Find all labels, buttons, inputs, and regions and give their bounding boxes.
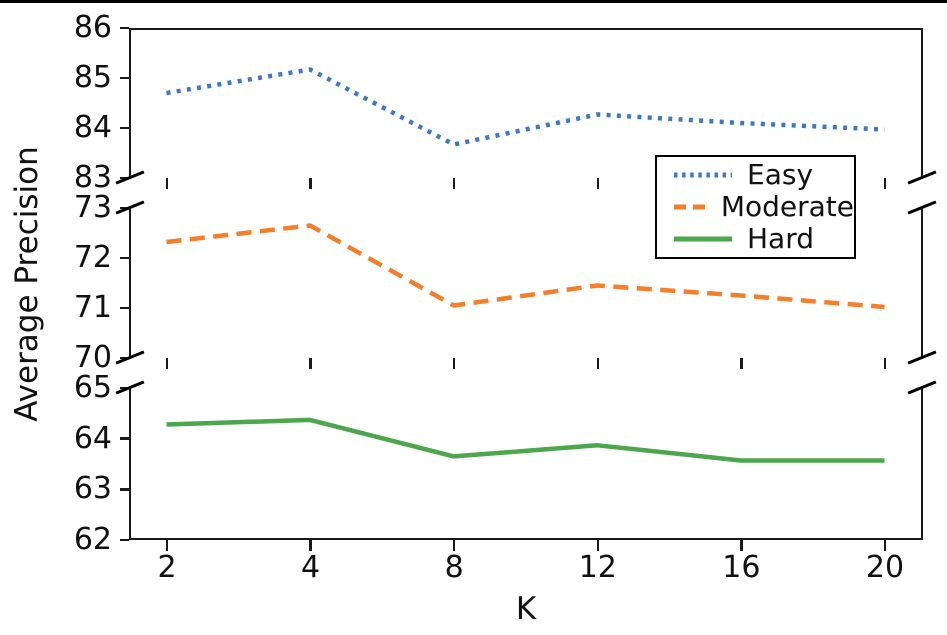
x-tick [309, 540, 312, 551]
x-tick-label: 4 [301, 550, 321, 585]
y-tick-label: 71 [73, 290, 112, 325]
y-tick [120, 356, 129, 360]
legend-swatch-hard-line-icon [674, 236, 732, 242]
legend-label: Moderate [720, 190, 854, 223]
x-tick [165, 540, 169, 551]
x-tick [452, 540, 456, 551]
x-tick [740, 540, 743, 551]
y-tick [120, 306, 129, 310]
x-minor-tick [165, 358, 169, 369]
y-tick [120, 206, 129, 210]
x-minor-tick [165, 178, 169, 189]
legend-item-moderate: Moderate [672, 193, 854, 221]
y-tick [120, 256, 129, 260]
legend-swatch-moderate-line-icon [674, 204, 708, 210]
page-top-rule [0, 0, 947, 3]
legend-item-easy: Easy [672, 161, 854, 189]
axis-segment-top [129, 28, 923, 178]
y-tick-label: 62 [73, 522, 112, 557]
y-tick-label: 65 [73, 370, 112, 405]
x-minor-tick [309, 358, 312, 369]
y-tick [120, 176, 129, 180]
legend-swatch-easy-line-icon [674, 172, 732, 178]
y-tick [120, 126, 129, 130]
x-tick-label: 8 [444, 550, 464, 585]
x-tick-label: 2 [157, 550, 177, 585]
y-tick-label: 73 [73, 190, 112, 225]
x-minor-tick [883, 178, 887, 189]
y-tick-label: 85 [73, 60, 112, 95]
y-tick-label: 70 [73, 340, 112, 375]
y-tick-label: 64 [73, 420, 112, 456]
x-minor-tick [452, 178, 456, 189]
x-tick [596, 540, 600, 551]
series-line-hard [166, 417, 885, 463]
legend-label: Hard [747, 222, 815, 255]
x-tick [883, 540, 887, 551]
legend-label: Easy [747, 158, 814, 191]
y-tick-label: 72 [73, 240, 112, 275]
y-tick-label: 83 [73, 160, 112, 195]
y-tick [120, 26, 129, 30]
x-minor-tick [596, 178, 600, 189]
x-minor-tick [883, 358, 887, 369]
y-tick [120, 538, 129, 542]
x-tick-label: 16 [722, 550, 761, 585]
plot-canvas-segment-2 [166, 417, 885, 463]
y-tick-label: 86 [73, 10, 112, 45]
legend-item-hard: Hard [672, 225, 854, 253]
x-minor-tick [596, 358, 600, 369]
y-tick [120, 437, 129, 440]
series-line-moderate [166, 223, 885, 310]
y-tick-label: 84 [73, 110, 112, 145]
y-tick-label: 63 [73, 471, 112, 507]
axis-segment-bottom [129, 388, 923, 540]
x-tick-label: 20 [865, 550, 905, 585]
y-tick [120, 76, 129, 80]
x-minor-tick [740, 358, 743, 369]
series-line-easy [166, 66, 885, 147]
axis-segment-middle [129, 208, 923, 358]
x-axis-label: K [515, 591, 537, 627]
y-tick [120, 488, 129, 491]
x-tick-label: 12 [578, 550, 617, 585]
plot-canvas-segment-1 [166, 223, 885, 310]
legend: Easy Moderate Hard [655, 155, 856, 259]
x-minor-tick [309, 178, 312, 189]
x-minor-tick [452, 358, 456, 369]
y-tick [120, 386, 129, 390]
